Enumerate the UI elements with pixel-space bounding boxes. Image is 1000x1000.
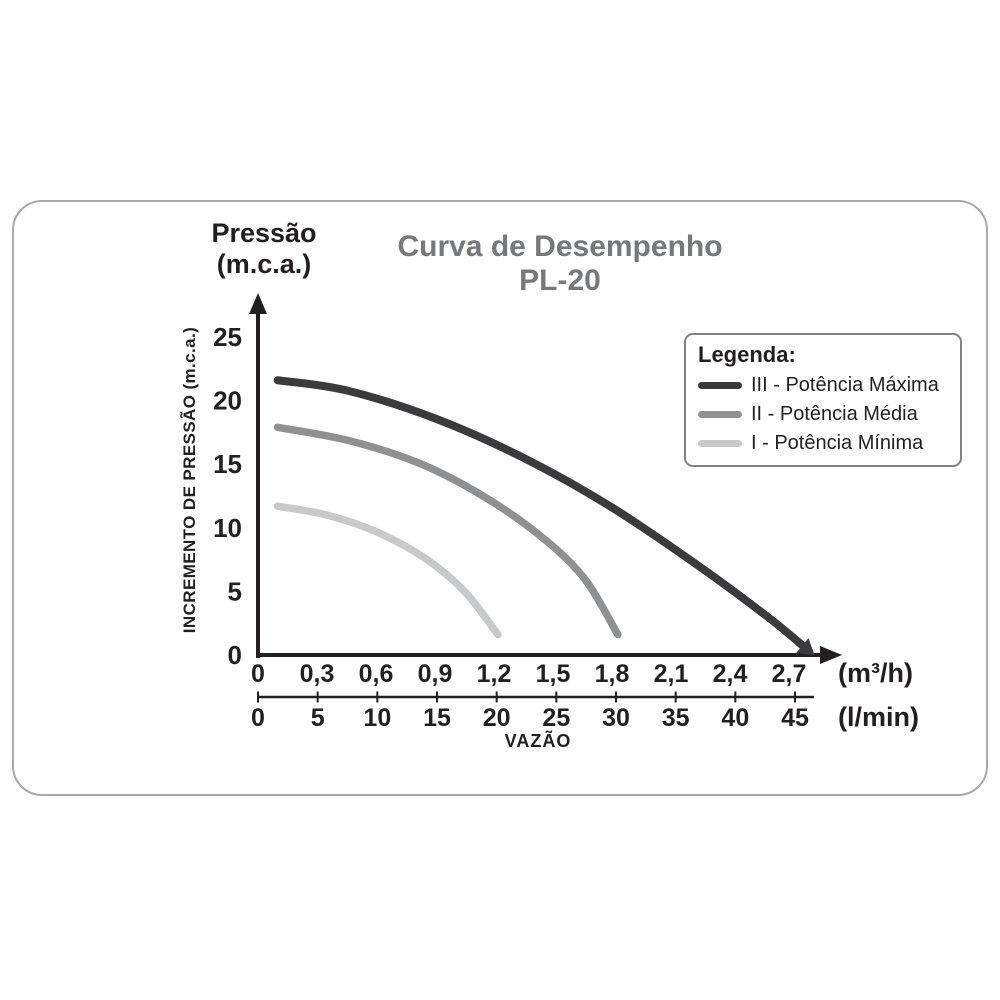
x-tick-label-m3h: 0 bbox=[251, 660, 265, 688]
y-tick-label: 15 bbox=[213, 449, 242, 479]
x-tick-label-lmin: 45 bbox=[781, 704, 809, 732]
x-tick-label-lmin: 5 bbox=[311, 704, 325, 732]
legend-rows: III - Potência Máxima II - Potência Média… bbox=[698, 374, 950, 455]
legend-line-swatch bbox=[698, 382, 742, 389]
x-tick-label-lmin: 30 bbox=[602, 704, 630, 732]
x-axis-title: VAZÃO bbox=[504, 731, 572, 751]
chart-title: Curva de Desempenho PL-20 bbox=[330, 230, 790, 298]
performance-curve bbox=[273, 502, 502, 639]
x-axis-unit-m3h: (m³/h) bbox=[838, 658, 913, 688]
chart-title-line2: PL-20 bbox=[519, 264, 601, 297]
x-tick-label-lmin: 35 bbox=[662, 704, 690, 732]
legend-row: III - Potência Máxima bbox=[698, 374, 950, 397]
legend-label: II - Potência Média bbox=[751, 403, 918, 425]
x-tick-label-m3h: 0,9 bbox=[418, 660, 453, 688]
x-tick-label-m3h: 2,1 bbox=[654, 660, 689, 688]
x-tick-label-m3h: 2,7 bbox=[772, 660, 807, 688]
legend-box: Legenda: III - Potência Máxima II - Potên… bbox=[684, 333, 962, 467]
x-tick-label-m3h: 1,5 bbox=[536, 660, 571, 688]
chart-title-line1: Curva de Desempenho bbox=[397, 230, 723, 263]
x-tick-label-m3h: 1,8 bbox=[595, 660, 630, 688]
y-tick-label: 20 bbox=[213, 386, 242, 416]
x-tick-label-m3h: 0,3 bbox=[300, 660, 335, 688]
y-tick-label: 5 bbox=[228, 576, 242, 606]
x-tick-label-m3h: 0,6 bbox=[359, 660, 394, 688]
legend-title: Legenda: bbox=[698, 342, 796, 367]
x-axis-arrow bbox=[820, 646, 842, 664]
performance-curve bbox=[273, 376, 809, 652]
x-tick-label-lmin: 0 bbox=[251, 704, 265, 732]
x-tick-label-lmin: 15 bbox=[423, 704, 451, 732]
y-tick-label: 10 bbox=[213, 513, 242, 543]
x-tick-label-lmin: 25 bbox=[542, 704, 570, 732]
legend-row: II - Potência Média bbox=[698, 403, 950, 426]
x-axis-unit-lmin: (l/min) bbox=[838, 702, 919, 732]
y-axis-arrow bbox=[249, 293, 267, 314]
legend-label: I - Potência Mínima bbox=[751, 432, 924, 454]
legend-line-swatch bbox=[698, 440, 742, 447]
x-tick-label-m3h: 2,4 bbox=[713, 660, 748, 688]
performance-curve bbox=[273, 423, 622, 639]
pressure-axis-header-line1: Pressão bbox=[211, 218, 317, 248]
x-tick-label-lmin: 10 bbox=[363, 704, 391, 732]
y-tick-label: 25 bbox=[213, 322, 242, 352]
legend-row: I - Potência Mínima bbox=[698, 432, 950, 455]
x-tick-label-m3h: 1,2 bbox=[477, 660, 512, 688]
legend-line-swatch bbox=[698, 411, 742, 418]
y-tick-label: 0 bbox=[228, 640, 242, 670]
x-tick-label-lmin: 40 bbox=[721, 704, 749, 732]
pressure-axis-header: Pressão (m.c.a.) bbox=[168, 218, 360, 280]
x-tick-label-lmin: 20 bbox=[483, 704, 511, 732]
curve-end-arrow bbox=[796, 638, 815, 656]
legend-label: III - Potência Máxima bbox=[751, 374, 939, 396]
pressure-axis-header-line2: (m.c.a.) bbox=[216, 249, 312, 279]
